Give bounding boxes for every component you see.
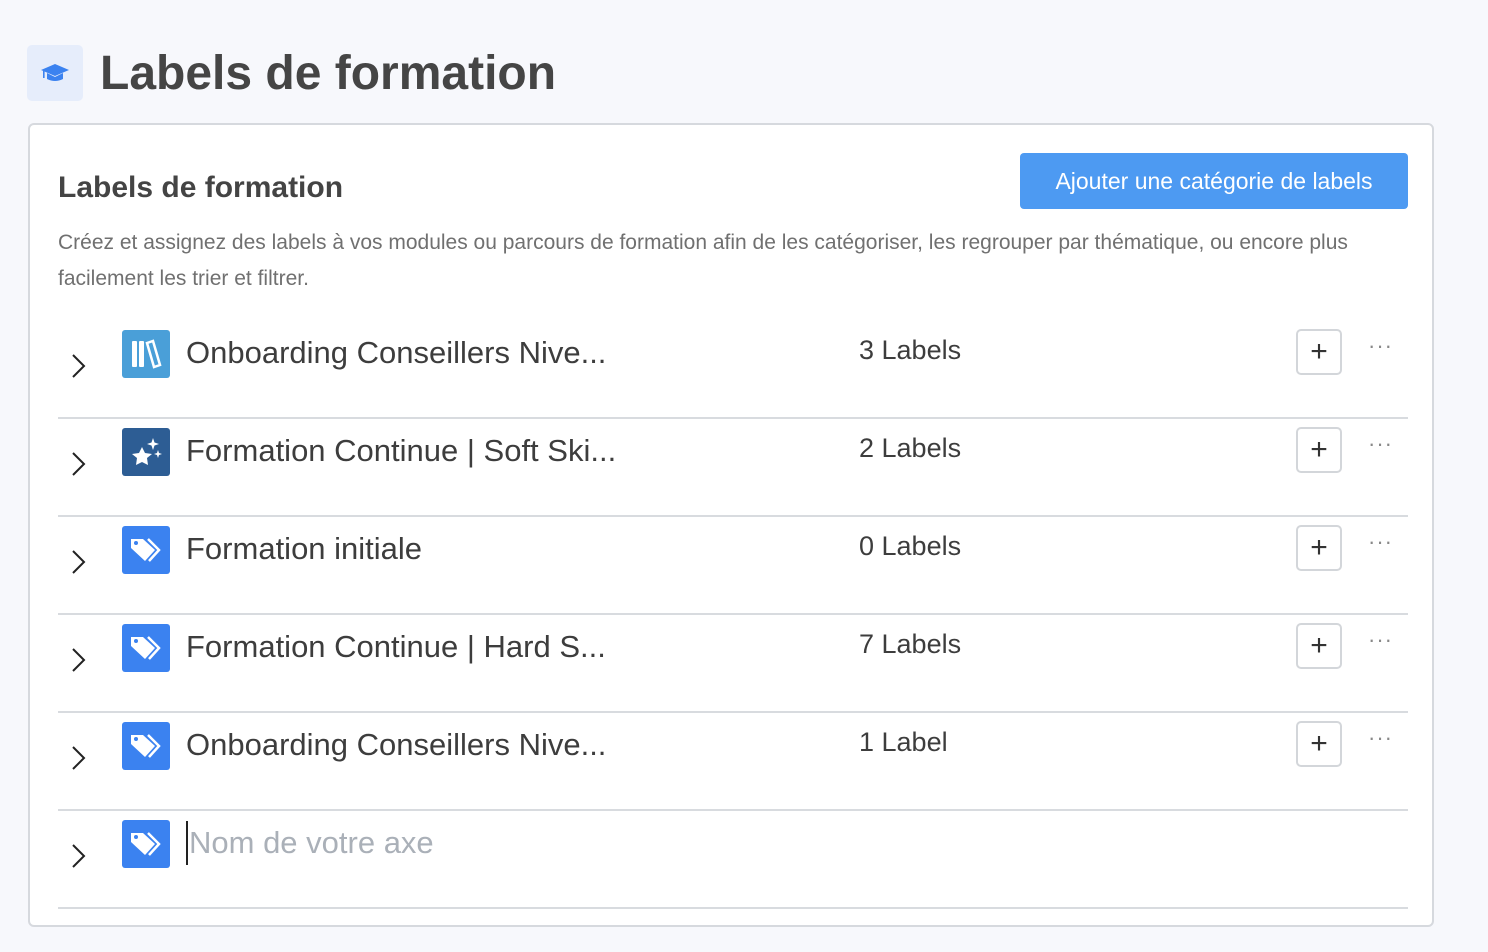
add-label-button[interactable]: + (1296, 329, 1342, 375)
new-category-row: Nom de votre axe (58, 811, 1408, 909)
category-row: Formation Continue | Soft Ski... 2 Label… (58, 419, 1408, 517)
category-row: Onboarding Conseillers Nive... 3 Labels … (58, 321, 1408, 419)
category-icon (122, 820, 170, 868)
stars-icon (132, 438, 162, 465)
more-options-icon[interactable]: ··· (1368, 529, 1393, 554)
expand-toggle[interactable] (66, 547, 90, 582)
chevron-right-icon[interactable] (66, 449, 90, 479)
card-description: Créez et assignez des labels à vos modul… (58, 231, 1348, 290)
more-options-icon[interactable]: ··· (1368, 431, 1393, 456)
label-count: 7 Labels (859, 629, 962, 659)
chevron-right-icon[interactable] (66, 743, 90, 773)
category-icon (122, 428, 170, 476)
chevron-right-icon[interactable] (66, 841, 90, 871)
chevron-right-icon[interactable] (66, 645, 90, 675)
category-name[interactable]: Formation Continue | Hard S... (186, 629, 606, 664)
category-name[interactable]: Formation Continue | Soft Ski... (186, 433, 617, 468)
tags-icon (131, 734, 161, 758)
card-title: Labels de formation (58, 171, 344, 204)
category-icon (122, 624, 170, 672)
chevron-right-icon[interactable] (66, 547, 90, 577)
labels-card: Labels de formation Ajouter une catégori… (28, 123, 1434, 927)
expand-toggle[interactable] (66, 743, 90, 778)
label-count: 2 Labels (859, 433, 962, 463)
add-category-button[interactable]: Ajouter une catégorie de labels (1020, 153, 1408, 209)
category-name[interactable]: Formation initiale (186, 531, 423, 566)
more-options-icon[interactable]: ··· (1368, 725, 1393, 750)
expand-toggle[interactable] (66, 841, 90, 876)
tags-icon (131, 538, 161, 562)
expand-toggle[interactable] (66, 351, 90, 386)
more-options-icon[interactable]: ··· (1368, 627, 1393, 652)
category-name[interactable]: Onboarding Conseillers Nive... (186, 335, 607, 370)
books-icon (132, 339, 162, 369)
page-icon-box (27, 45, 83, 101)
add-label-button[interactable]: + (1296, 623, 1342, 669)
category-icon (122, 722, 170, 770)
category-row: Onboarding Conseillers Nive... 1 Label +… (58, 713, 1408, 811)
category-row: Formation Continue | Hard S... 7 Labels … (58, 615, 1408, 713)
expand-toggle[interactable] (66, 645, 90, 680)
category-icon (122, 330, 170, 378)
category-icon (122, 526, 170, 574)
add-label-button[interactable]: + (1296, 721, 1342, 767)
expand-toggle[interactable] (66, 449, 90, 484)
chevron-right-icon[interactable] (66, 351, 90, 381)
label-count: 1 Label (859, 727, 948, 757)
add-label-button[interactable]: + (1296, 427, 1342, 473)
tags-icon (131, 636, 161, 660)
label-count: 0 Labels (859, 531, 962, 561)
category-row: Formation initiale 0 Labels + ··· (58, 517, 1408, 615)
axis-name-input[interactable] (186, 821, 686, 865)
category-list: Onboarding Conseillers Nive... 3 Labels … (58, 321, 1408, 909)
category-name[interactable]: Onboarding Conseillers Nive... (186, 727, 607, 762)
graduation-cap-icon (41, 64, 69, 81)
more-options-icon[interactable]: ··· (1368, 333, 1393, 358)
label-count: 3 Labels (859, 335, 962, 365)
page-title: Labels de formation (100, 47, 557, 100)
add-label-button[interactable]: + (1296, 525, 1342, 571)
tags-icon (131, 832, 161, 856)
